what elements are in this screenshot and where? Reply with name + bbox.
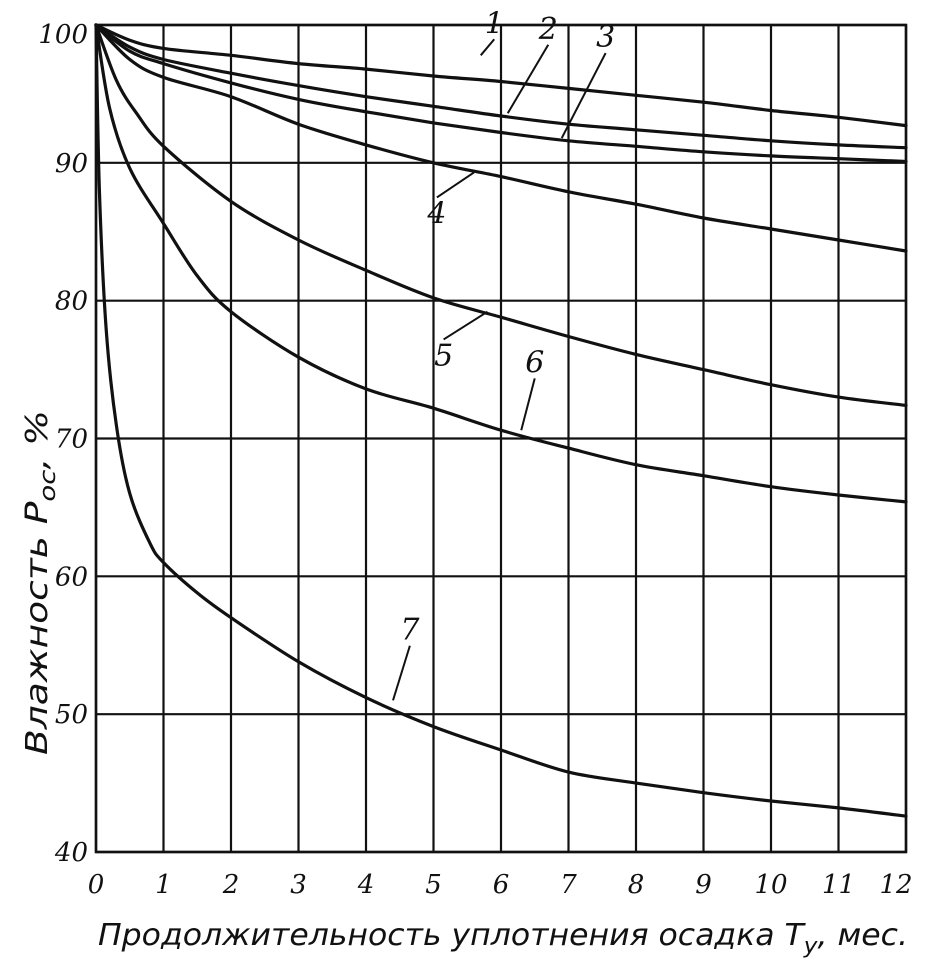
plot-frame bbox=[94, 23, 908, 854]
x-tick-label-3: 3 bbox=[290, 870, 307, 900]
x-tick-label-4: 4 bbox=[357, 870, 375, 900]
y-tick-label-60: 60 bbox=[55, 562, 88, 592]
y-tick-labels: 40 50 60 70 80 90 100 bbox=[38, 20, 88, 868]
curve-1 bbox=[94, 23, 908, 128]
grid bbox=[94, 23, 908, 854]
x-tick-labels: 0 1 2 3 4 5 6 7 8 9 10 11 12 bbox=[88, 870, 913, 900]
leader-line-4 bbox=[436, 171, 475, 199]
y-tick-label-40: 40 bbox=[54, 838, 88, 868]
x-tick-label-7: 7 bbox=[560, 870, 577, 900]
x-tick-label-1: 1 bbox=[155, 870, 172, 900]
y-axis-label: Влажность Рос, % bbox=[20, 410, 61, 755]
y-tick-label-80: 80 bbox=[55, 287, 88, 317]
x-tick-label-11: 11 bbox=[822, 870, 855, 900]
leader-line-7 bbox=[392, 645, 411, 701]
y-tick-label-90: 90 bbox=[55, 149, 88, 179]
y-tick-label-100: 100 bbox=[38, 20, 88, 50]
curve-2 bbox=[94, 23, 908, 150]
curve-5 bbox=[94, 23, 908, 407]
curve-label-6: 6 bbox=[525, 345, 544, 380]
leader-line-3 bbox=[560, 52, 607, 139]
x-tick-label-8: 8 bbox=[628, 870, 645, 900]
leader-line-2 bbox=[506, 44, 550, 114]
curve-3 bbox=[94, 23, 908, 164]
y-tick-label-70: 70 bbox=[55, 425, 88, 455]
curve-label-1: 1 bbox=[485, 6, 504, 41]
leader-line-5 bbox=[443, 310, 489, 341]
x-tick-label-5: 5 bbox=[425, 870, 442, 900]
x-tick-label-12: 12 bbox=[879, 870, 912, 900]
leader-line-6 bbox=[520, 378, 536, 431]
leader-line-1 bbox=[479, 38, 496, 56]
curve-labels: 1 2 3 4 5 6 7 bbox=[392, 6, 615, 701]
curve-label-4: 4 bbox=[426, 196, 446, 231]
curve-4 bbox=[94, 23, 908, 253]
curve-label-5: 5 bbox=[434, 338, 453, 373]
x-tick-label-0: 0 bbox=[88, 870, 105, 900]
series-group bbox=[94, 23, 908, 818]
x-tick-label-6: 6 bbox=[493, 870, 510, 900]
y-tick-label-50: 50 bbox=[55, 700, 88, 730]
curve-6 bbox=[94, 23, 908, 504]
x-tick-label-9: 9 bbox=[695, 870, 712, 900]
curve-label-7: 7 bbox=[400, 613, 420, 648]
curve-label-3: 3 bbox=[596, 20, 615, 55]
x-tick-label-2: 2 bbox=[222, 870, 240, 900]
x-tick-label-10: 10 bbox=[754, 870, 787, 900]
curve-label-2: 2 bbox=[538, 12, 558, 47]
curve-7 bbox=[94, 23, 908, 818]
